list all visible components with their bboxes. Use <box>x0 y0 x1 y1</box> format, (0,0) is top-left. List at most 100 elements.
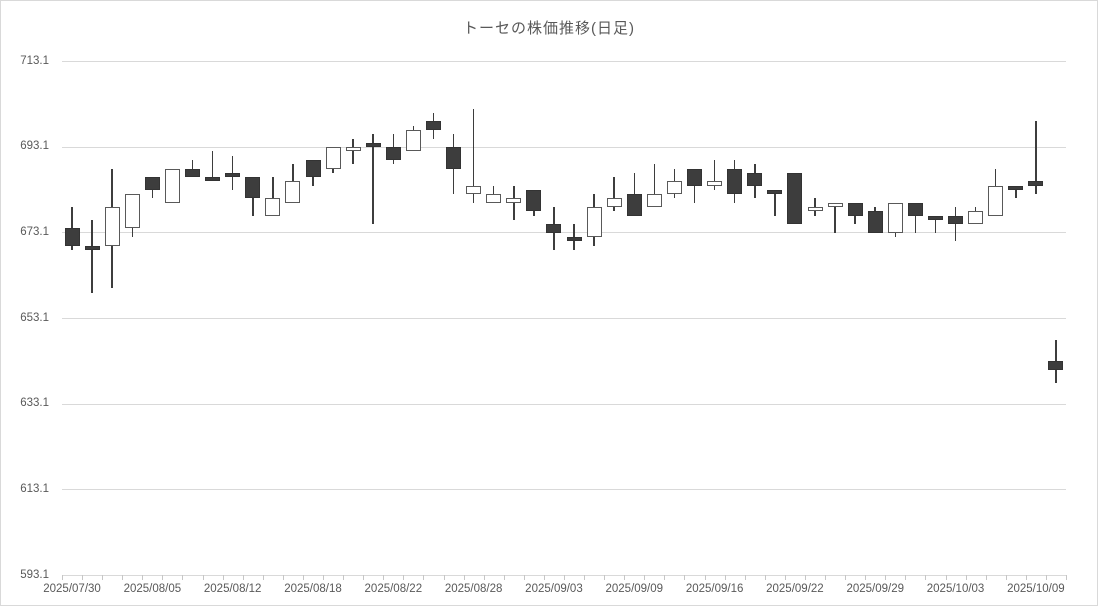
candle-up <box>104 207 120 246</box>
candle-wick <box>272 177 274 216</box>
x-axis-label: 2025/10/09 <box>1007 583 1065 595</box>
candle-down <box>847 202 863 216</box>
x-axis-tick <box>302 575 304 580</box>
x-axis-tick <box>383 575 385 580</box>
x-axis-tick <box>684 575 686 580</box>
x-axis-tick <box>222 575 224 580</box>
candle-up <box>345 147 361 152</box>
y-axis-label: 653.1 <box>20 311 49 324</box>
candle-wick <box>774 189 776 216</box>
candle-down <box>1028 181 1044 186</box>
y-axis-label: 673.1 <box>20 225 49 238</box>
candle-down <box>867 211 883 233</box>
candle-wick <box>613 177 615 212</box>
x-axis-tick <box>885 575 887 580</box>
y-gridline <box>62 489 1066 491</box>
candle-down <box>687 168 703 186</box>
candle-down <box>185 168 201 178</box>
x-axis-tick <box>423 575 425 580</box>
x-axis-tick <box>624 575 626 580</box>
x-axis-tick <box>202 575 204 580</box>
candle-wick <box>513 185 515 220</box>
x-axis-label: 2025/10/03 <box>926 583 985 595</box>
x-axis-tick <box>523 575 525 580</box>
candle-down <box>205 177 221 182</box>
x-axis-tick <box>945 575 947 580</box>
x-axis-label: 2025/09/09 <box>605 583 664 595</box>
candle-wick <box>211 151 214 182</box>
x-axis-tick <box>804 575 806 580</box>
candle-up <box>586 207 602 238</box>
candle-down <box>948 215 964 225</box>
x-axis-tick <box>644 575 646 580</box>
candle-down <box>225 172 241 178</box>
candle-up <box>285 181 301 203</box>
y-axis-label: 713.1 <box>20 54 49 67</box>
candle-down <box>767 189 783 195</box>
candle-down <box>365 142 381 148</box>
candle-down <box>144 177 160 190</box>
x-axis-tick <box>242 575 244 580</box>
x-axis-label: 2025/08/05 <box>123 583 182 595</box>
x-axis-tick <box>965 575 967 580</box>
y-gridline <box>62 232 1066 234</box>
candle-wick <box>713 159 716 190</box>
candle-up <box>968 211 984 225</box>
y-axis-label: 633.1 <box>20 397 49 410</box>
candle-down <box>927 215 943 220</box>
candle-down <box>84 245 100 250</box>
x-axis-label: 2025/09/16 <box>685 583 744 595</box>
x-axis-tick <box>985 575 987 580</box>
x-axis-tick <box>1066 575 1067 580</box>
x-axis-tick <box>724 575 726 580</box>
candle-down <box>907 202 923 216</box>
x-axis-tick <box>543 575 545 580</box>
candle-wick <box>934 215 937 233</box>
x-axis-tick <box>784 575 786 580</box>
candle-wick <box>914 202 917 233</box>
candle-wick <box>472 108 475 203</box>
x-axis-tick <box>905 575 907 580</box>
candle-down <box>747 172 763 186</box>
candle-down <box>787 172 803 225</box>
candle-down <box>526 189 542 212</box>
candle-up <box>827 202 843 208</box>
candle-up <box>405 129 421 152</box>
candle-wick <box>633 172 636 216</box>
x-axis-tick <box>845 575 847 580</box>
candle-down <box>385 147 401 160</box>
candle-wick <box>1035 121 1037 195</box>
x-axis-tick <box>1005 575 1007 580</box>
x-axis-tick <box>82 575 84 580</box>
x-axis-label: 2025/07/30 <box>43 583 101 595</box>
candle-down <box>1008 185 1024 190</box>
x-axis-label: 2025/08/28 <box>444 583 503 595</box>
x-axis-tick <box>122 575 124 580</box>
candle-wick <box>1015 185 1017 199</box>
x-axis-tick <box>343 575 345 580</box>
x-axis-tick <box>363 575 365 580</box>
candle-down <box>566 237 582 242</box>
x-axis-label: 2025/09/22 <box>766 583 824 595</box>
y-gridline <box>62 61 1066 62</box>
y-gridline <box>62 146 1066 148</box>
x-axis-label: 2025/09/03 <box>525 583 583 595</box>
candle-down <box>305 159 321 178</box>
x-axis-tick <box>503 575 505 580</box>
candle-up <box>325 147 341 169</box>
x-axis-tick <box>865 575 867 580</box>
candle-wick <box>91 219 93 293</box>
candle-up <box>807 207 823 212</box>
x-axis-tick <box>483 575 485 580</box>
chart-title: トーセの株価推移(日足) <box>463 20 635 37</box>
candle-up <box>666 181 682 195</box>
x-axis-label: 2025/08/12 <box>203 583 262 595</box>
x-axis-tick <box>62 575 63 580</box>
x-axis-label: 2025/08/18 <box>284 583 342 595</box>
x-axis-label: 2025/08/22 <box>364 583 423 595</box>
candle-up <box>606 198 622 208</box>
candle-down <box>64 228 80 246</box>
x-axis-tick <box>102 575 104 580</box>
candle-up <box>466 185 482 195</box>
x-axis-tick <box>584 575 586 580</box>
